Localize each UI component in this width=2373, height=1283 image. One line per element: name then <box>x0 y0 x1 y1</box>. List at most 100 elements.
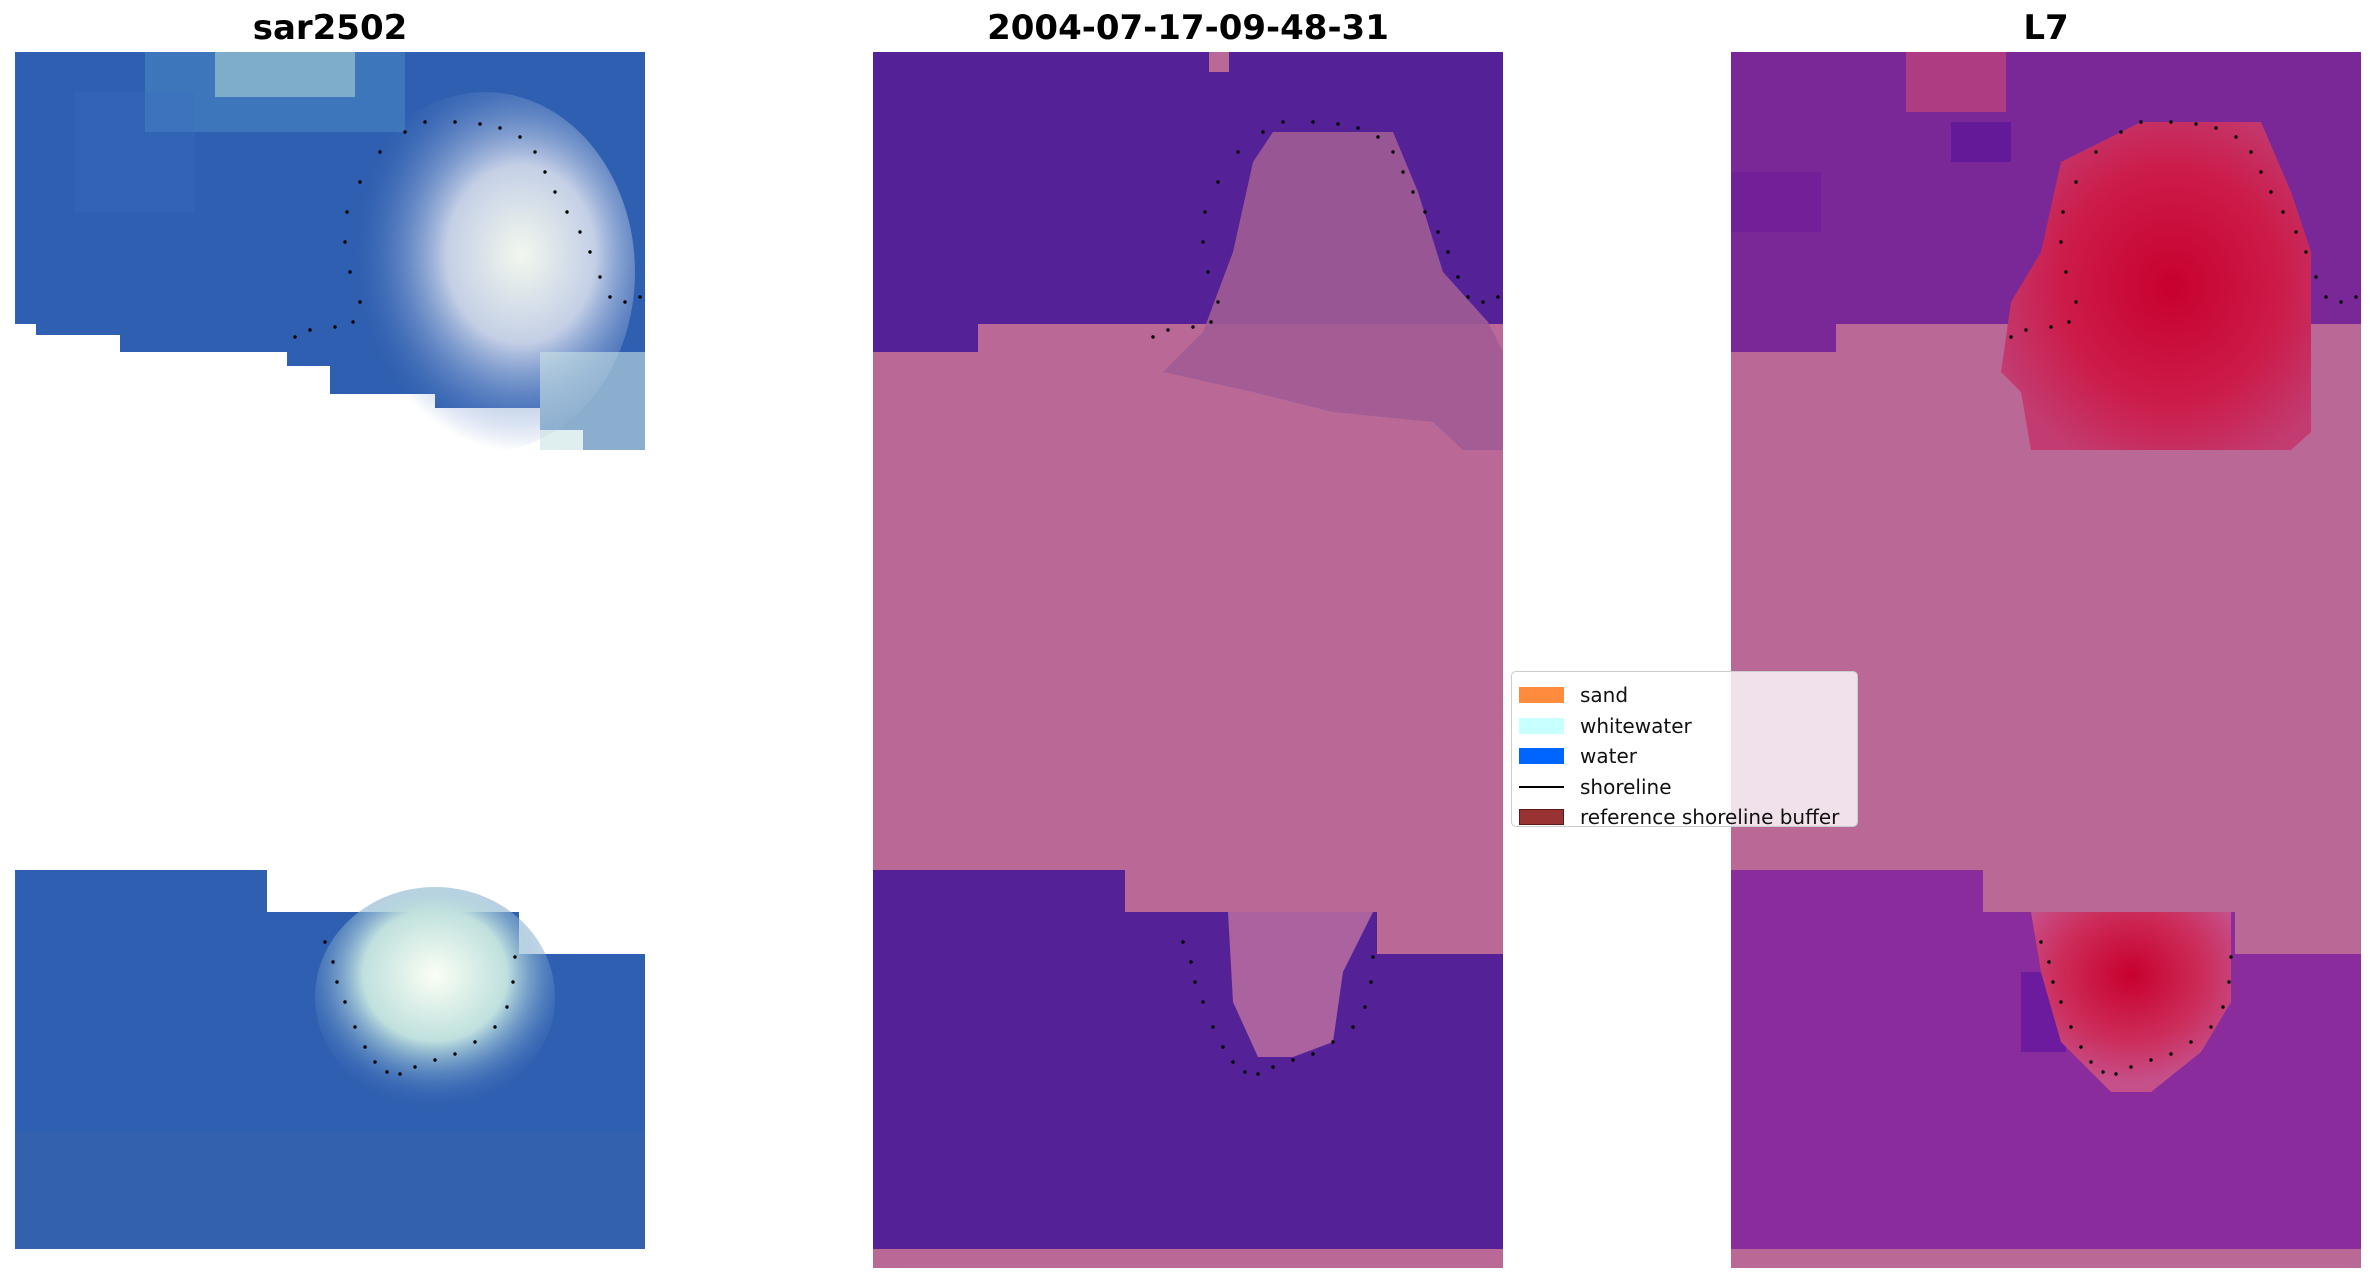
shoreline-point <box>598 275 602 279</box>
shoreline-point <box>1411 190 1415 194</box>
shoreline-point <box>2059 240 2063 244</box>
shoreline-point <box>2059 1000 2063 1004</box>
shoreline-point <box>565 210 569 214</box>
shoreline-point <box>1243 1070 1247 1074</box>
shoreline-point <box>2129 1065 2133 1069</box>
shoreline-point <box>335 980 339 984</box>
classified-top-feature <box>1163 132 1503 450</box>
shoreline-point <box>1181 940 1185 944</box>
shoreline-point <box>1256 1072 1260 1076</box>
shoreline-point <box>363 1045 367 1049</box>
water-patch-icon <box>1519 748 1564 765</box>
shoreline-point <box>1211 1025 1215 1029</box>
legend-item-whitewater: whitewater <box>1519 711 1849 742</box>
shoreline-point <box>2074 180 2078 184</box>
legend-item-reference-shoreline-buffer: reference shoreline buffer <box>1519 802 1849 833</box>
shoreline-point <box>1261 130 1265 134</box>
mndwi-top-land <box>2001 122 2311 450</box>
shoreline-point <box>2234 135 2238 139</box>
shoreline-point <box>345 210 349 214</box>
classified-bottom-feature <box>1228 912 1373 1057</box>
shoreline-point <box>1193 980 1197 984</box>
shoreline-point <box>1356 126 1360 130</box>
shoreline-point <box>513 955 517 959</box>
shoreline-point <box>351 320 355 324</box>
shoreline-point <box>1401 170 1405 174</box>
shoreline-point <box>1336 122 1340 126</box>
shoreline-point <box>2079 1045 2083 1049</box>
shoreline-point <box>1209 320 1213 324</box>
legend-label: whitewater <box>1580 713 1692 738</box>
shoreline-point <box>343 240 347 244</box>
shoreline-point <box>358 300 362 304</box>
classified-image-panel <box>873 52 1503 1268</box>
shoreline-point <box>1206 270 1210 274</box>
shoreline-point <box>478 122 482 126</box>
shoreline-point <box>2101 1070 2105 1074</box>
shoreline-point <box>353 1025 357 1029</box>
shoreline-point <box>2149 1058 2153 1062</box>
shoreline-point <box>423 120 427 124</box>
shoreline-point <box>1311 120 1315 124</box>
shoreline-point <box>1189 960 1193 964</box>
mndwi-image-panel <box>1731 52 2361 1268</box>
shoreline-point <box>505 1005 509 1009</box>
shoreline-point <box>1216 300 1220 304</box>
shoreline-point <box>453 120 457 124</box>
shoreline-point <box>2009 335 2013 339</box>
shoreline-point <box>1446 250 1450 254</box>
shoreline-point <box>1281 120 1285 124</box>
shoreline-point <box>608 295 612 299</box>
shoreline-point <box>2069 1025 2073 1029</box>
shoreline-point <box>1216 180 1220 184</box>
rgb-bottom-whitewater <box>315 887 555 1107</box>
shoreline-point <box>2169 1052 2173 1056</box>
shoreline-point <box>578 230 582 234</box>
shoreline-point <box>533 150 537 154</box>
shoreline-point <box>2139 120 2143 124</box>
shoreline-point <box>323 940 327 944</box>
shoreline-point <box>498 126 502 130</box>
shoreline-point <box>331 960 335 964</box>
panel-title-mndwi: L7 <box>2023 8 2069 48</box>
shoreline-point <box>1391 150 1395 154</box>
shoreline-point <box>1376 135 1380 139</box>
shoreline-point <box>1331 1040 1335 1044</box>
shoreline-line-icon <box>1519 785 1564 788</box>
shoreline-point <box>2229 955 2233 959</box>
shoreline-point <box>398 1072 402 1076</box>
legend-item-shoreline: shoreline <box>1519 772 1849 803</box>
shoreline-point <box>378 150 382 154</box>
shoreline-point <box>333 325 337 329</box>
buffer-patch-icon <box>1519 809 1564 826</box>
shoreline-point <box>638 295 642 299</box>
legend-label: shoreline <box>1580 774 1672 799</box>
shoreline-point <box>2049 325 2053 329</box>
shoreline-point <box>2169 120 2173 124</box>
shoreline-point <box>1236 150 1240 154</box>
shoreline-point <box>1151 335 1155 339</box>
shoreline-point <box>1351 1025 1355 1029</box>
shoreline-point <box>433 1058 437 1062</box>
shoreline-point <box>473 1040 477 1044</box>
shoreline-point <box>588 250 592 254</box>
shoreline-point <box>543 170 547 174</box>
shoreline-point <box>348 270 352 274</box>
shoreline-point <box>2221 1005 2225 1009</box>
shoreline-point <box>2249 150 2253 154</box>
shoreline-point <box>1291 1058 1295 1062</box>
shoreline-point <box>453 1052 457 1056</box>
shoreline-points-mndwi <box>2009 120 2358 1076</box>
rgb-bottom-water <box>15 870 645 1249</box>
sand-patch-icon <box>1519 687 1564 704</box>
shoreline-point <box>1311 1052 1315 1056</box>
shoreline-point <box>1423 210 1427 214</box>
shoreline-point <box>2354 295 2358 299</box>
shoreline-points-classified <box>1151 120 1500 1076</box>
shoreline-point <box>2074 300 2078 304</box>
shoreline-point <box>2089 1060 2093 1064</box>
shoreline-point <box>2051 980 2055 984</box>
shoreline-point <box>1201 240 1205 244</box>
shoreline-point <box>308 328 312 332</box>
shoreline-point <box>2114 1072 2118 1076</box>
